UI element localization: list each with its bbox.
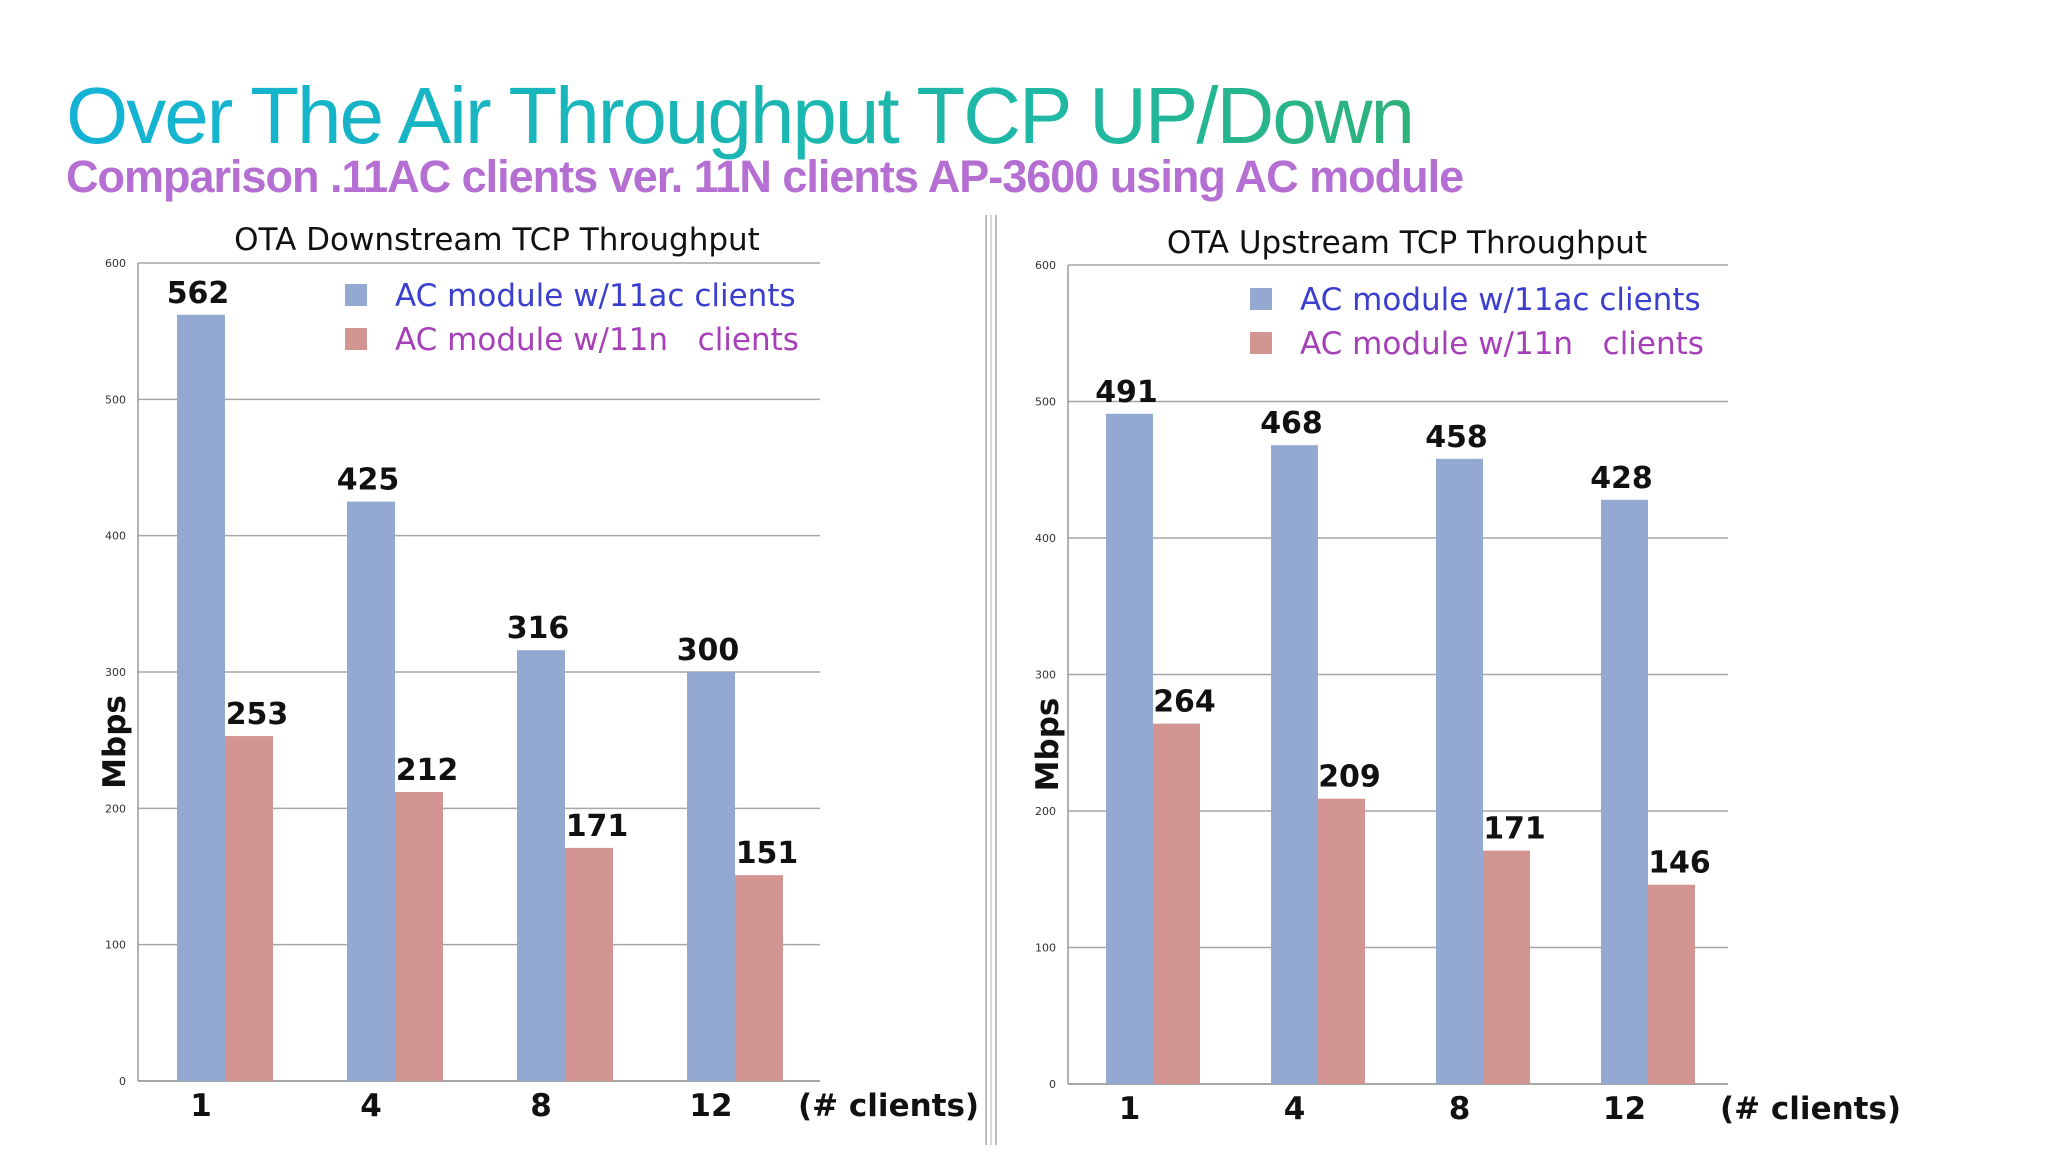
bar-n bbox=[1483, 850, 1530, 1084]
bar-ac bbox=[1436, 458, 1483, 1085]
legend-label-ac: AC module w/11ac clients bbox=[395, 278, 796, 314]
data-label: 171 bbox=[1483, 812, 1546, 847]
y-tick-label: 300 bbox=[1035, 669, 1056, 682]
data-label: 212 bbox=[396, 753, 459, 788]
y-tick-label: 200 bbox=[1035, 805, 1056, 818]
data-label: 491 bbox=[1095, 375, 1158, 410]
slide-title: Over The Air Throughput TCP UP/Down bbox=[66, 71, 1415, 160]
data-label: 316 bbox=[507, 611, 570, 646]
charts-area: OTA Downstream TCP Throughput 0 100 200 300 4… bbox=[97, 222, 1901, 1127]
y-axis-label: Mbps bbox=[97, 695, 133, 789]
chart-title: OTA Downstream TCP Throughput bbox=[234, 222, 760, 258]
bar-n bbox=[1318, 798, 1365, 1084]
data-label: 428 bbox=[1590, 461, 1653, 496]
legend-label-n: AC module w/11n clients bbox=[1300, 326, 1704, 362]
data-label: 264 bbox=[1153, 685, 1216, 720]
bar-ac bbox=[1271, 445, 1318, 1084]
chart-title: OTA Upstream TCP Throughput bbox=[1167, 225, 1647, 261]
data-label: 562 bbox=[167, 276, 230, 311]
bar-ac bbox=[1601, 499, 1648, 1084]
y-tick-label: 400 bbox=[1035, 532, 1056, 545]
y-tick-label: 0 bbox=[1049, 1078, 1056, 1091]
data-label: 146 bbox=[1648, 846, 1711, 881]
y-tick-label: 100 bbox=[1035, 942, 1056, 955]
y-tick-label: 200 bbox=[105, 802, 126, 815]
y-tick-label: 100 bbox=[105, 939, 126, 952]
legend-swatch-ac bbox=[345, 284, 367, 306]
legend-swatch-n bbox=[345, 328, 367, 350]
upstream-chart: OTA Upstream TCP Throughput 0 100 200 300 400… bbox=[1030, 225, 1901, 1127]
bar-ac bbox=[347, 501, 395, 1081]
y-tick-label: 600 bbox=[105, 257, 126, 270]
x-tick-label: 1 bbox=[1119, 1091, 1141, 1127]
x-axis-label: (# clients) bbox=[798, 1088, 979, 1124]
data-label: 209 bbox=[1318, 760, 1381, 795]
data-label: 151 bbox=[736, 836, 799, 871]
y-tick-label: 500 bbox=[105, 393, 126, 406]
bar-ac bbox=[1106, 413, 1153, 1084]
x-tick-label: 1 bbox=[190, 1088, 212, 1124]
bar-ac bbox=[687, 672, 735, 1081]
x-axis-label: (# clients) bbox=[1720, 1091, 1901, 1127]
bar-n bbox=[395, 791, 443, 1081]
bar-n bbox=[1153, 723, 1200, 1084]
legend-swatch-ac bbox=[1250, 288, 1272, 310]
x-tick-label: 12 bbox=[1603, 1091, 1646, 1127]
data-label: 425 bbox=[337, 463, 400, 498]
legend-swatch-n bbox=[1250, 332, 1272, 354]
y-axis-label: Mbps bbox=[1030, 698, 1066, 792]
bar-n bbox=[735, 875, 783, 1081]
panel-divider bbox=[985, 215, 997, 1145]
slide-subtitle: Comparison .11AC clients ver. 11N client… bbox=[66, 151, 1464, 202]
bar-n bbox=[565, 847, 613, 1081]
data-label: 300 bbox=[677, 633, 740, 668]
y-tick-label: 500 bbox=[1035, 396, 1056, 409]
legend-label-n: AC module w/11n clients bbox=[395, 322, 799, 358]
x-tick-label: 4 bbox=[360, 1088, 382, 1124]
y-tick-label: 600 bbox=[1035, 259, 1056, 272]
data-label: 253 bbox=[226, 697, 289, 732]
bar-n bbox=[1648, 884, 1695, 1084]
bar-n bbox=[225, 736, 273, 1081]
x-tick-label: 8 bbox=[530, 1088, 552, 1124]
legend-label-ac: AC module w/11ac clients bbox=[1300, 282, 1701, 318]
bar-ac bbox=[177, 314, 225, 1082]
x-tick-label: 4 bbox=[1284, 1091, 1306, 1127]
bar-ac bbox=[517, 650, 565, 1081]
y-tick-label: 300 bbox=[105, 666, 126, 679]
data-label: 458 bbox=[1425, 420, 1488, 455]
y-tick-label: 0 bbox=[119, 1075, 126, 1088]
y-tick-label: 400 bbox=[105, 530, 126, 543]
data-label: 171 bbox=[566, 809, 629, 844]
x-tick-label: 12 bbox=[689, 1088, 732, 1124]
downstream-chart: OTA Downstream TCP Throughput 0 100 200 300 4… bbox=[97, 222, 979, 1124]
data-label: 468 bbox=[1260, 406, 1323, 441]
x-tick-label: 8 bbox=[1449, 1091, 1471, 1127]
